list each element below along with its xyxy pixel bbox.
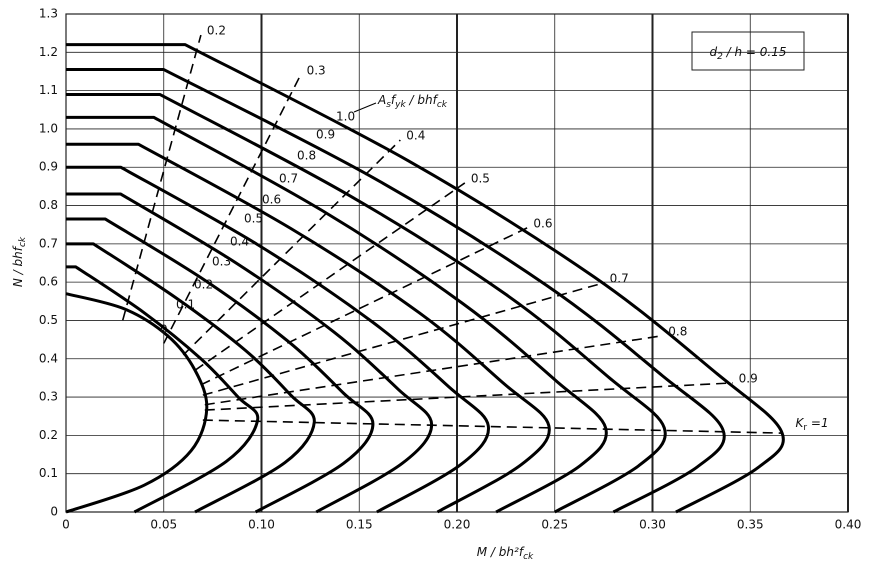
kr-label-part: K	[796, 416, 805, 430]
kr-line	[204, 382, 733, 411]
y-tick-label: 1.3	[39, 7, 58, 21]
kr-line	[204, 334, 663, 406]
curve-label: 0.9	[316, 128, 335, 142]
curve	[66, 242, 316, 514]
y-tick-label: 0.8	[39, 198, 58, 212]
y-tick-label: 0.6	[39, 275, 58, 289]
curve-parameter-label-part: s	[386, 100, 391, 110]
curve	[66, 217, 375, 514]
y-tick-label: 0.1	[39, 466, 58, 480]
kr-line	[194, 182, 466, 371]
x-axis-label: M / bh²fck	[477, 545, 534, 562]
x-tick-label: 0.25	[541, 518, 568, 532]
curve	[66, 115, 608, 514]
curve	[66, 142, 551, 514]
curve	[66, 43, 785, 514]
y-tick-label: 1.0	[39, 121, 58, 135]
curve-label: 0.6	[262, 193, 281, 207]
kr-label: 0.4	[406, 129, 425, 143]
kr-label: 0.7	[610, 271, 629, 285]
y-tick-label: 0.3	[39, 390, 58, 404]
x-tick-label: 0.15	[346, 518, 373, 532]
kr-line	[182, 139, 401, 356]
curve-parameter-label-part: yk	[394, 100, 406, 110]
curve	[66, 265, 260, 514]
y-axis-label: N / bhfck	[11, 236, 28, 287]
kr-line	[163, 74, 302, 344]
kr-line	[202, 419, 782, 434]
y-tick-label: 0	[50, 505, 58, 519]
x-tick-label: 0.10	[248, 518, 275, 532]
curve-parameter-label: Asfyk / bhfck	[377, 93, 448, 110]
curve	[66, 68, 726, 514]
y-tick-label: 0.7	[39, 236, 58, 250]
y-tick-label: 0.4	[39, 351, 58, 365]
x-axis-label-part: ck	[523, 552, 534, 562]
x-tick-label: 0	[62, 518, 70, 532]
y-tick-label: 0.5	[39, 313, 58, 327]
kr-label: 0.8	[668, 324, 687, 338]
kr-label: 0.9	[739, 371, 758, 385]
kr-label-part: =1	[807, 416, 829, 430]
y-axis-label-part: N / bhf	[11, 245, 25, 287]
x-tick-label: 0.35	[737, 518, 764, 532]
kr-line	[202, 282, 604, 396]
curve-label: 0.8	[297, 149, 316, 163]
curve	[66, 192, 434, 514]
kr-line	[200, 227, 528, 386]
y-tick-label: 1.1	[39, 83, 58, 97]
kr-label: 0.3	[307, 63, 326, 77]
y-tick-label: 0.9	[39, 160, 58, 174]
curve-parameter-label-part: / bhf	[406, 93, 439, 107]
y-axis-label-part: ck	[18, 236, 28, 247]
kr-line	[121, 34, 202, 321]
kr-label: 0.5	[471, 171, 490, 185]
x-tick-label: 0.20	[444, 518, 471, 532]
leader-line	[353, 102, 377, 113]
annotation: d2 / h = 0.15	[709, 45, 786, 62]
curve-label: 0.7	[279, 172, 298, 186]
curve	[66, 92, 667, 514]
curve-parameter-label-part: ck	[437, 100, 448, 110]
kr-label: 0.6	[533, 216, 552, 230]
annotation-box	[691, 31, 805, 71]
annotation-part: d	[709, 45, 717, 59]
kr-label: 0.2	[207, 24, 226, 38]
x-tick-label: 0.05	[150, 518, 177, 532]
y-tick-label: 0.2	[39, 428, 58, 442]
kr-label: Kr =1	[796, 416, 829, 433]
x-axis-label-part: M / bh²f	[477, 545, 525, 559]
x-tick-label: 0.30	[639, 518, 666, 532]
curve-parameter-label-part: f	[391, 93, 397, 107]
curve-parameter-label-part: A	[377, 93, 386, 107]
annotation-part: 2	[717, 52, 723, 62]
curve-label: 0.5	[244, 212, 263, 226]
y-tick-label: 1.2	[39, 45, 58, 59]
curve-label: 1.0	[336, 110, 355, 124]
annotation-part: / h = 0.15	[723, 45, 787, 59]
curve	[66, 165, 490, 514]
kr-label-part: r	[803, 423, 807, 433]
x-tick-label: 0.40	[835, 518, 862, 532]
